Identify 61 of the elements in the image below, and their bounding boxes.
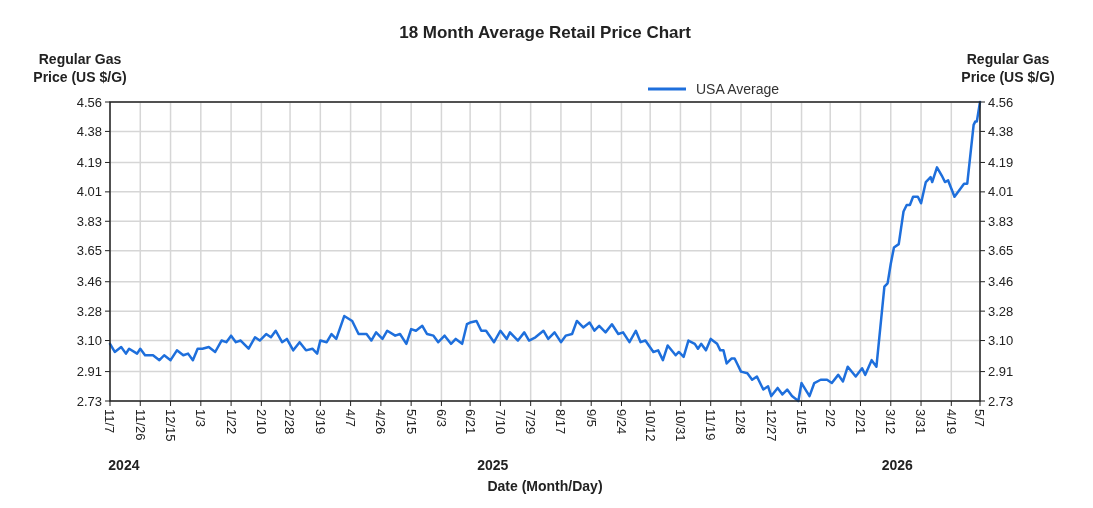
y2-tick-label: 2.73 <box>988 393 1014 409</box>
x-tick-label: 10/31 <box>672 409 688 442</box>
x-tick-label: 5/15 <box>403 409 419 435</box>
y2-tick-label: 3.83 <box>988 213 1014 229</box>
x-tick-label: 3/12 <box>883 409 899 435</box>
y-tick-label: 2.73 <box>76 393 102 409</box>
x-tick-label: 1/22 <box>223 409 239 435</box>
y2-tick-label: 4.38 <box>988 123 1014 139</box>
y2-tick-label: 3.28 <box>988 303 1014 319</box>
x-tick-label: 11/7 <box>102 409 118 434</box>
x-tick-label: 7/29 <box>523 409 539 435</box>
text: 2025 <box>477 457 509 473</box>
x-tick-label: 2/10 <box>253 409 269 435</box>
x-tick-label: 4/7 <box>343 409 359 428</box>
y2-tick-label: 4.19 <box>988 155 1014 170</box>
y-tick-label: 3.83 <box>76 213 102 229</box>
y-tick-label: 3.28 <box>76 303 102 319</box>
y-tick-label: 4.01 <box>76 184 102 200</box>
x-tick-label: 1/15 <box>793 409 809 435</box>
legend-label: USA Average <box>696 80 780 97</box>
x-tick-label: 9/5 <box>583 409 599 428</box>
y-tick-label: 3.10 <box>76 333 102 349</box>
y-tick-label: 3.46 <box>76 274 102 290</box>
x-tick-label: 2/21 <box>852 409 868 435</box>
y2-tick-label: 3.10 <box>988 333 1014 349</box>
y2-tick-label: 4.01 <box>988 184 1014 200</box>
x-tick-label: 12/27 <box>763 409 779 442</box>
x-tick-label: 7/10 <box>492 409 508 435</box>
x-tick-label: 2/2 <box>822 409 838 428</box>
y-tick-label: 4.38 <box>76 123 102 139</box>
y2-axis-title: Regular Gas Price (US $/G) <box>961 51 1055 85</box>
y2-tick-label: 3.65 <box>988 243 1014 259</box>
line-series <box>108 100 982 403</box>
x-axis-title: Date (Month/Day) <box>487 478 603 494</box>
x-tick-label: 6/3 <box>433 409 449 428</box>
x-tick-label: 9/24 <box>613 409 629 435</box>
x-tick-label: 5/7 <box>972 409 988 428</box>
x-tick-label: 12/15 <box>163 409 178 442</box>
text: 2026 <box>881 457 914 473</box>
x-tick-label: 4/19 <box>943 409 959 435</box>
x-tick-label: 8/17 <box>553 409 569 435</box>
x-tick-label: 2/28 <box>282 409 298 435</box>
x-tick-label: 4/26 <box>373 409 389 435</box>
y-tick-label: 4.56 <box>76 94 102 110</box>
y-tick-label: 3.65 <box>76 243 102 259</box>
y-axis-title: Regular Gas Price (US $/G) <box>33 51 127 85</box>
x-tick-label: 12/8 <box>733 409 749 435</box>
x-tick-label: 11/19 <box>703 409 719 441</box>
chart-title: 18 Month Average Retail Price Chart <box>399 23 692 42</box>
text: 2024 <box>108 457 140 473</box>
y2-tick-label: 4.56 <box>988 94 1014 110</box>
y-tick-label: 2.91 <box>76 364 102 380</box>
x-tick-label: 3/31 <box>913 409 929 435</box>
x-tick-label: 1/3 <box>193 409 209 428</box>
x-tick-label: 11/26 <box>132 409 148 441</box>
y2-tick-label: 2.91 <box>988 364 1014 380</box>
x-tick-label: 3/19 <box>312 409 328 435</box>
x-tick-label: 6/21 <box>462 409 478 435</box>
y2-tick-label: 3.46 <box>988 274 1014 290</box>
y-tick-label: 4.19 <box>76 155 102 170</box>
x-tick-label: 10/12 <box>642 409 658 442</box>
